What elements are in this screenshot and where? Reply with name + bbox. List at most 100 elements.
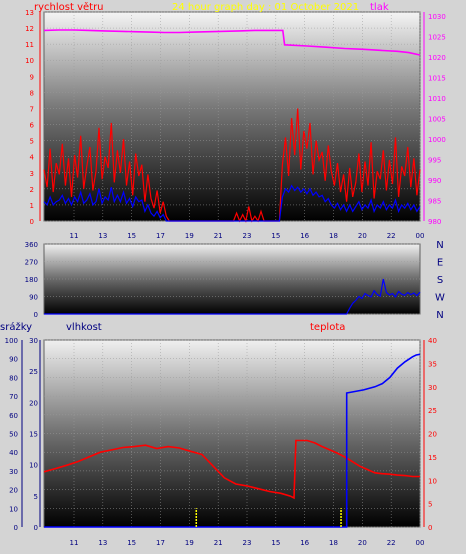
temperature-tick: 25: [428, 407, 437, 415]
series-temperature-line: [43, 439, 420, 500]
humidity-tick: 5: [34, 493, 38, 501]
rain-tick: 10: [9, 505, 18, 513]
wind-x-tick: 17: [156, 232, 165, 240]
rain-tick: 60: [9, 412, 18, 420]
rain-tick: 90: [9, 356, 18, 364]
rain-tick: 70: [9, 393, 18, 401]
humidity-tick: 15: [29, 431, 38, 439]
temperature-tick: 20: [428, 431, 437, 439]
temp-x-tick: 23: [243, 539, 252, 547]
direction-tick: 270: [25, 259, 38, 267]
direction-tick: 180: [25, 276, 38, 284]
series-wind-direction-line: [44, 278, 421, 315]
wind-speed-tick: 2: [30, 186, 34, 194]
direction-tick: 360: [25, 241, 38, 249]
wind-x-tick: 13: [98, 232, 107, 240]
temperature-tick: 35: [428, 360, 437, 368]
wind-speed-tick: 10: [25, 57, 34, 65]
wind-speed-tick: 11: [25, 41, 34, 49]
pressure-tick: 1000: [428, 136, 446, 144]
wind-x-tick: 11: [70, 232, 79, 240]
direction-tick: 0: [34, 311, 38, 319]
wind-speed-tick: 5: [30, 138, 34, 146]
wind-speed-tick: 4: [30, 154, 35, 162]
rain-axis-title: srážky: [0, 321, 32, 333]
humidity-tick: 25: [29, 368, 38, 376]
pressure-tick: 1005: [428, 116, 446, 124]
pressure-tick: 985: [428, 198, 441, 206]
wind-speed-tick: 13: [25, 9, 34, 17]
wind-x-tick: 23: [243, 232, 252, 240]
wind-pressure-panel: [43, 11, 421, 222]
temp-x-tick: 13: [98, 539, 107, 547]
temp-x-tick: 00: [416, 539, 425, 547]
pressure-tick: 1015: [428, 75, 446, 83]
rain-tick: 50: [9, 431, 18, 439]
temp-x-tick: 15: [271, 539, 280, 547]
temperature-tick: 10: [428, 477, 437, 485]
wind-speed-axis-title: rychlost větru: [34, 1, 104, 13]
pressure-tick: 1020: [428, 54, 446, 62]
series-wind-average-line: [43, 184, 421, 222]
wind-x-tick: 21: [214, 232, 223, 240]
rain-tick: 30: [9, 468, 18, 476]
pressure-tick: 1010: [428, 95, 446, 103]
wind-speed-tick: 9: [30, 73, 34, 81]
humidity-tick: 30: [29, 337, 38, 345]
wind-speed-tick: 0: [30, 218, 34, 226]
humidity-tick: 0: [34, 524, 38, 532]
pressure-tick: 1030: [428, 13, 446, 21]
wind-speed-tick: 12: [25, 25, 34, 33]
rain-tick: 40: [9, 449, 18, 457]
temperature-tick: 15: [428, 454, 437, 462]
wind-x-tick: 16: [300, 232, 309, 240]
temp-x-tick: 18: [329, 539, 338, 547]
pressure-tick: 980: [428, 218, 441, 226]
temp-x-tick: 17: [156, 539, 165, 547]
wind-speed-tick: 7: [30, 105, 34, 113]
wind-x-tick: 18: [329, 232, 338, 240]
temp-x-tick: 20: [358, 539, 367, 547]
wind-direction-panel: [43, 243, 421, 315]
pressure-tick: 990: [428, 177, 441, 185]
wind-speed-tick: 3: [30, 170, 34, 178]
chart-title: 24 hour graph day : 01 October 2021: [172, 2, 359, 13]
wind-x-tick: 20: [358, 232, 367, 240]
wind-speed-tick: 6: [30, 122, 35, 130]
temp-x-tick: 16: [300, 539, 309, 547]
pressure-tick: 1025: [428, 34, 446, 42]
wind-speed-tick: 8: [30, 89, 34, 97]
wind-speed-tick: 1: [30, 202, 34, 210]
temperature-tick: 40: [428, 337, 437, 345]
pressure-tick: 995: [428, 157, 441, 165]
direction-tick: 90: [29, 294, 38, 302]
humidity-tick: 20: [29, 399, 38, 407]
compass-label: E: [437, 258, 443, 269]
temp-x-tick: 22: [387, 539, 396, 547]
rain-tick: 0: [14, 524, 18, 532]
wind-x-tick: 15: [271, 232, 280, 240]
temperature-tick: 5: [428, 501, 432, 509]
temp-x-tick: 19: [185, 539, 194, 547]
compass-label: S: [437, 275, 443, 286]
humidity-axis-title: vlhkost: [66, 322, 102, 333]
wind-x-tick: 15: [127, 232, 136, 240]
series-pressure-line: [43, 29, 421, 56]
temp-x-tick: 15: [127, 539, 136, 547]
humidity-tick: 10: [29, 462, 38, 470]
wind-x-tick: 00: [416, 232, 425, 240]
rain-tick: 20: [9, 487, 18, 495]
wind-x-tick: 19: [185, 232, 194, 240]
series-humidity-line: [44, 353, 421, 528]
rain-tick: 80: [9, 374, 18, 382]
compass-label: N: [436, 240, 443, 251]
temperature-tick: 30: [428, 384, 437, 392]
temperature-axis-title: teplota: [310, 322, 345, 333]
wind-x-tick: 22: [387, 232, 396, 240]
rain-tick: 100: [5, 337, 18, 345]
temp-x-tick: 11: [70, 539, 79, 547]
compass-label: W: [435, 293, 445, 304]
temp-humidity-panel: [43, 339, 421, 528]
